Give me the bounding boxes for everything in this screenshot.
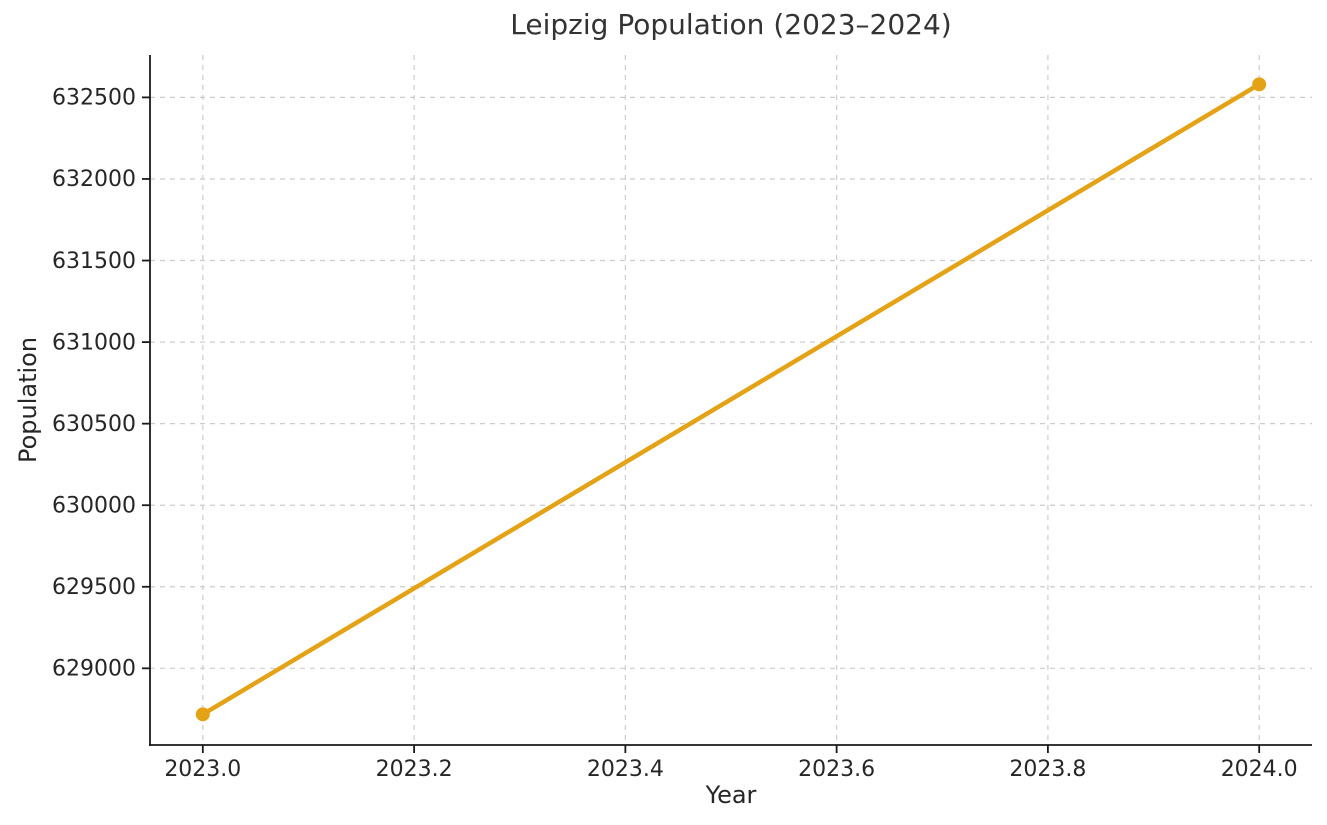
chart-title: Leipzig Population (2023–2024) — [510, 8, 952, 41]
data-point-marker — [1252, 77, 1267, 92]
x-tick-label: 2023.0 — [164, 757, 241, 782]
population-line — [200, 82, 1262, 717]
x-tick-label: 2024.0 — [1221, 757, 1298, 782]
x-tick-label: 2023.4 — [587, 757, 664, 782]
y-tick-label: 631000 — [52, 330, 136, 355]
y-tick-label: 630000 — [52, 493, 136, 518]
y-tick-label: 632500 — [52, 86, 136, 111]
x-tick-label: 2023.6 — [798, 757, 875, 782]
y-axis-label: Population — [14, 336, 42, 464]
y-tick-label: 632000 — [52, 167, 136, 192]
x-tick-label: 2023.2 — [376, 757, 453, 782]
y-tick-label: 629000 — [52, 657, 136, 682]
y-tick-label: 630500 — [52, 412, 136, 437]
y-tick-label: 629500 — [52, 575, 136, 600]
x-axis-label: Year — [705, 781, 757, 809]
x-tick-label: 2023.8 — [1009, 757, 1086, 782]
data-point-marker — [195, 707, 210, 722]
y-tick-label: 631500 — [52, 249, 136, 274]
